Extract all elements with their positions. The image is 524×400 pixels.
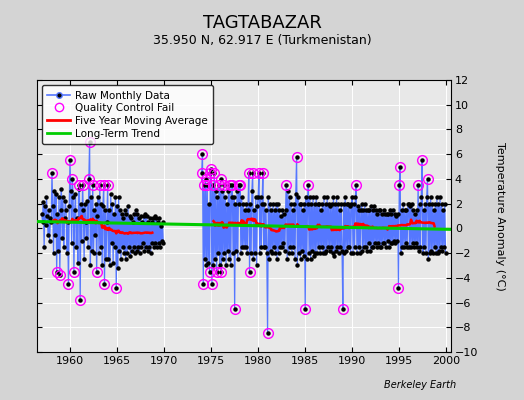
Legend: Raw Monthly Data, Quality Control Fail, Five Year Moving Average, Long-Term Tren: Raw Monthly Data, Quality Control Fail, … (42, 85, 213, 144)
Y-axis label: Temperature Anomaly (°C): Temperature Anomaly (°C) (495, 142, 505, 290)
Text: Berkeley Earth: Berkeley Earth (384, 380, 456, 390)
Text: TAGTABAZAR: TAGTABAZAR (203, 14, 321, 32)
Text: 35.950 N, 62.917 E (Turkmenistan): 35.950 N, 62.917 E (Turkmenistan) (152, 34, 372, 47)
